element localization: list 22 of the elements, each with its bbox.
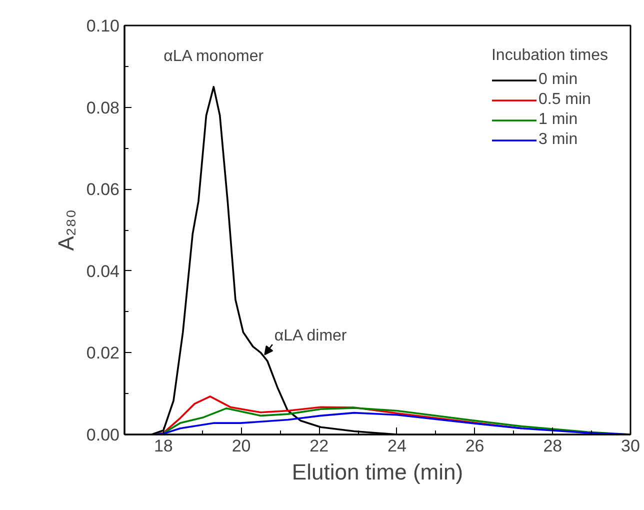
y-tick-label: 0.06 [86, 180, 120, 200]
legend-label: 3 min [538, 131, 578, 149]
legend-label: 1 min [538, 111, 578, 129]
y-tick-label: 0.08 [86, 98, 120, 118]
x-tick-label: 26 [465, 436, 484, 456]
x-tick-label: 22 [310, 436, 329, 456]
x-tick-label: 30 [621, 436, 640, 456]
x-tick-label: 20 [232, 436, 251, 456]
x-tick-label: 18 [154, 436, 173, 456]
x-axis-title: Elution time (min) [292, 460, 464, 484]
x-tick-label: 28 [543, 436, 562, 456]
y-tick-label: 0.10 [86, 16, 120, 36]
y-axis-title: A₂₈₀ [53, 209, 78, 251]
legend-label: 0.5 min [538, 91, 591, 109]
y-tick-label: 0.04 [86, 262, 120, 281]
annotation: αLA dimer [274, 328, 348, 345]
y-tick-label: 0.00 [86, 426, 120, 444]
y-tick-label: 0.02 [86, 344, 120, 363]
annotation: αLA monomer [164, 48, 264, 65]
legend-label: 0 min [538, 71, 578, 89]
x-tick-label: 24 [388, 436, 406, 456]
legend-title: Incubation times [491, 47, 608, 65]
